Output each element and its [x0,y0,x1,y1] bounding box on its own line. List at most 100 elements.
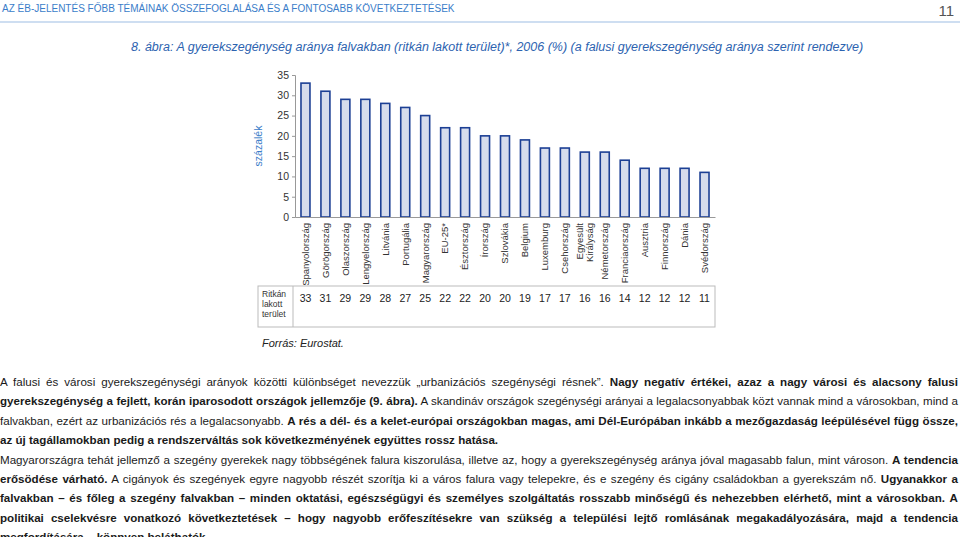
x-tick: Belgium [519,223,530,257]
x-tick-label: Magyarország [420,223,431,283]
y-tick-label: 10 [277,170,289,182]
data-label: 17 [559,292,571,304]
sentence: Magyarországra tehát jellemző a szegény … [0,453,888,466]
data-label: 22 [439,292,451,304]
data-label: 29 [359,292,371,304]
bar [441,128,450,217]
x-tick-label: Szlovákia [499,222,510,263]
y-tick: 25 [277,109,295,121]
bar [401,107,410,217]
table-divider [293,286,294,327]
y-tick-mark [292,136,295,137]
bar [321,91,330,217]
x-tick-label: Luxemburg [539,223,550,271]
space [284,414,288,427]
x-tick: Észtország [459,223,470,270]
x-tick: Luxemburg [539,223,550,271]
x-tick: Olaszország [340,223,351,276]
x-tick-label: Olaszország [340,223,351,276]
y-tick-mark [292,156,295,157]
y-tick-mark [292,75,295,76]
x-tick: Görögország [320,223,331,278]
bar [341,99,350,217]
space [945,491,950,504]
data-label: 17 [539,292,551,304]
y-tick-label: 15 [277,150,289,162]
row-label: Ritkánlakottterület [262,289,286,319]
x-tick-label: Németország [599,223,610,280]
x-tick: Magyarország [420,223,431,283]
space [888,453,892,466]
x-tick-label: EU-25* [439,223,450,254]
x-tick: Dánia [679,222,690,248]
bar [620,160,629,217]
sentence: A falusi és városi gyerekszegénységi ará… [0,375,604,388]
y-tick-label: 5 [283,191,289,203]
bar [501,136,510,217]
table-frame [258,286,715,327]
sentence: A cigányok és szegények egyre nagyobb ré… [111,472,876,485]
bar [660,168,669,217]
paragraph: A falusi és városi gyerekszegénységi ará… [0,372,958,450]
y-tick-label: 30 [277,89,289,101]
bar [381,103,390,217]
data-label: 16 [579,292,591,304]
x-tick-label: Franciaország [619,223,630,283]
space [108,472,112,485]
data-label: 12 [639,292,651,304]
x-tick-label: Spanyolország [300,223,311,286]
space [418,394,421,407]
space [604,375,610,388]
x-tick: Portugália [400,222,411,265]
running-header: AZ ÉB-JELENTÉS FŐBB TÉMÁINAK ÖSSZEFOGLAL… [2,1,455,14]
x-tick: Franciaország [619,223,630,283]
x-tick-label: Portugália [400,222,411,265]
x-tick-label: Lengyelország [360,223,371,285]
x-tick: Írország [479,223,490,257]
bar [520,140,529,217]
data-label: 12 [659,292,671,304]
space [876,472,880,485]
y-tick-label: 35 [277,69,289,81]
x-tick-label: Finnország [659,223,670,270]
data-label: 31 [320,292,332,304]
y-tick: 5 [283,191,295,203]
x-tick-label: Észtország [459,223,470,270]
x-tick-label: Belgium [519,223,530,257]
bar [421,116,430,217]
x-tick: Svédország [699,223,710,273]
y-tick: 35 [277,69,295,81]
bar [361,99,370,217]
chart-title: 8. ábra: A gyerekszegénység aránya falva… [131,40,863,54]
y-axis: 05101520253035 [277,69,295,223]
y-tick-mark [292,176,295,177]
data-label: 33 [300,292,312,304]
header-rule [0,22,960,23]
bar [600,152,609,217]
y-axis-line [292,76,296,218]
data-label: 20 [479,292,491,304]
x-tick-label: Dánia [679,222,690,248]
page-number: 11 [938,2,954,19]
data-label: 25 [419,292,431,304]
y-tick: 30 [277,89,295,101]
x-axis: Spanyolország Görögország Olaszország Lengy… [296,218,716,286]
y-tick-mark [292,217,295,218]
y-tick-mark [292,197,295,198]
y-axis-title: százalék [252,125,264,167]
x-tick: Spanyolország [300,223,311,286]
bar [680,168,689,217]
paragraph: Magyarországra tehát jellemző a szegény … [0,450,958,537]
data-label: 19 [519,292,531,304]
bar [700,172,709,217]
x-tick: Szlovákia [499,222,510,263]
x-tick: Ausztria [639,222,650,257]
data-label: 29 [340,292,352,304]
x-tick-label: Csehország [559,223,570,274]
x-tick-label: Írország [479,223,490,257]
data-label: 20 [499,292,511,304]
y-tick: 20 [277,130,295,142]
bars [301,83,709,217]
data-label: 16 [599,292,611,304]
bar [481,136,490,217]
